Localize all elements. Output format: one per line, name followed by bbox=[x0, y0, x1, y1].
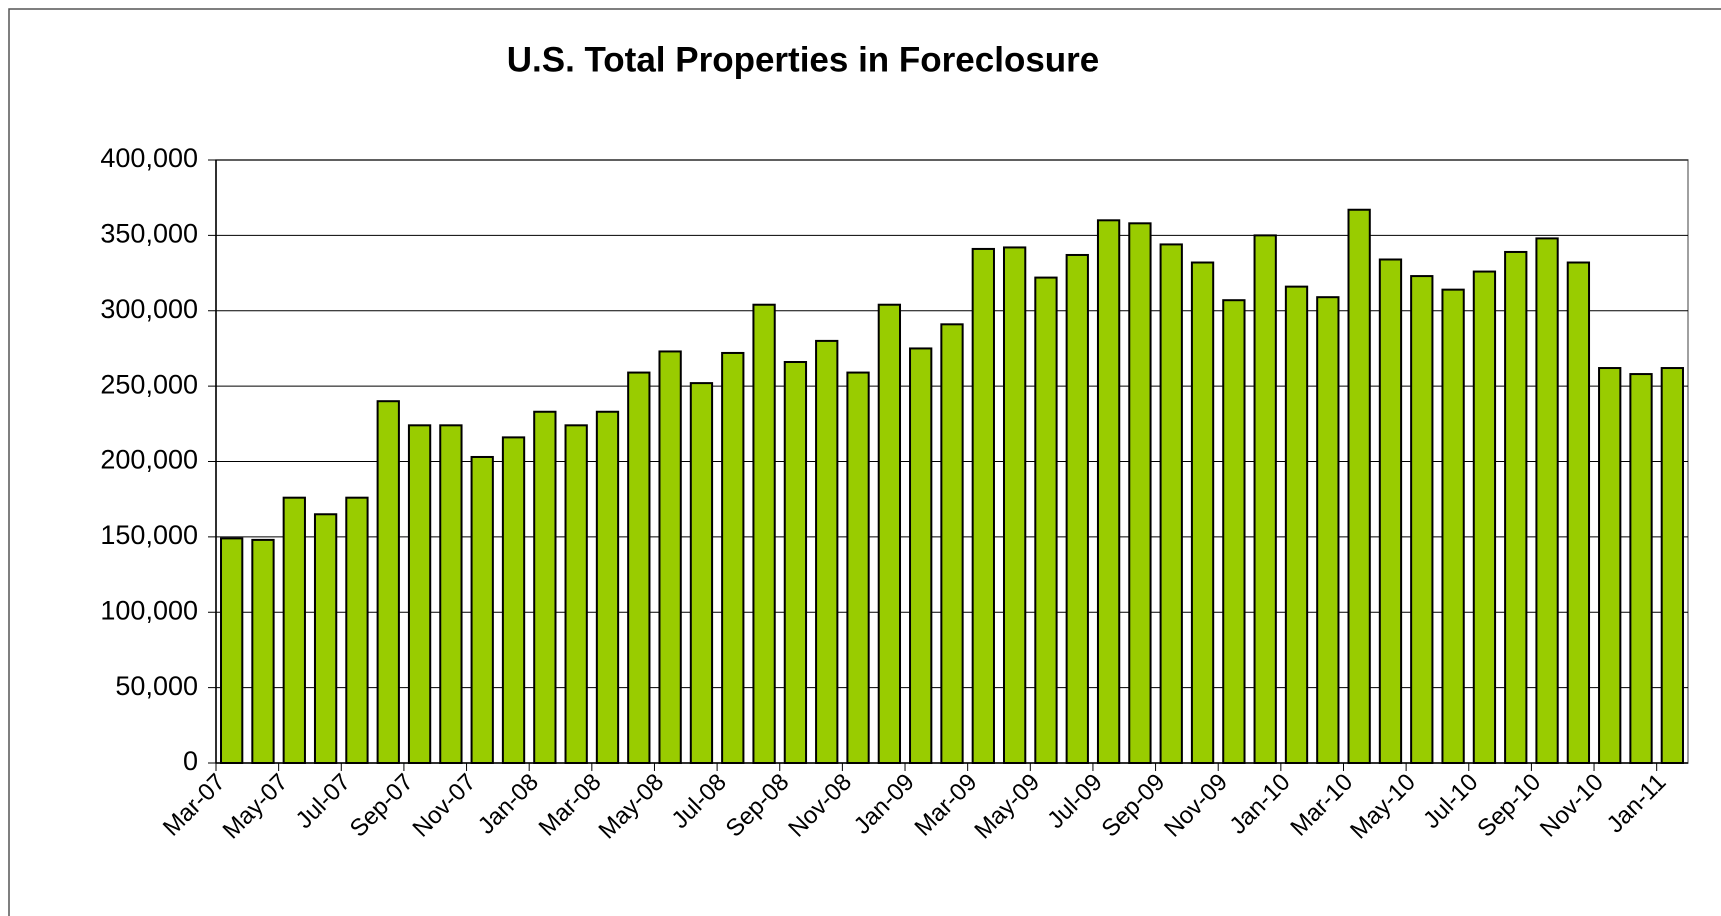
bar bbox=[470, 455, 494, 764]
bar bbox=[1472, 270, 1497, 764]
y-tick-label: 200,000 bbox=[100, 445, 198, 475]
bar bbox=[1222, 299, 1246, 764]
bar bbox=[1128, 222, 1152, 764]
bar bbox=[627, 371, 651, 764]
bar bbox=[439, 424, 463, 764]
bar bbox=[752, 303, 776, 764]
bar bbox=[1034, 276, 1058, 764]
bar bbox=[1378, 258, 1403, 764]
bar bbox=[1535, 237, 1559, 764]
bar bbox=[721, 351, 745, 764]
bar bbox=[658, 350, 682, 764]
y-tick-label: 300,000 bbox=[100, 294, 198, 324]
bar bbox=[1316, 296, 1340, 764]
bar bbox=[407, 424, 432, 764]
bar bbox=[1441, 288, 1465, 764]
y-tick-label: 400,000 bbox=[100, 143, 198, 173]
bar bbox=[376, 400, 400, 764]
bar bbox=[1598, 367, 1622, 764]
bar bbox=[564, 424, 588, 764]
bar bbox=[595, 410, 620, 764]
chart-title: U.S. Total Properties in Foreclosure bbox=[507, 40, 1100, 79]
bar bbox=[877, 303, 902, 764]
bar bbox=[1566, 261, 1591, 764]
bar bbox=[1002, 246, 1027, 764]
bar bbox=[1347, 208, 1371, 764]
bar bbox=[1190, 261, 1215, 764]
y-tick-label: 350,000 bbox=[100, 219, 198, 249]
bar bbox=[689, 382, 714, 764]
bar bbox=[282, 496, 306, 764]
y-tick-label: 250,000 bbox=[100, 369, 198, 399]
bar bbox=[501, 436, 526, 764]
bar bbox=[1253, 234, 1277, 764]
bar bbox=[533, 410, 557, 764]
bar bbox=[1629, 373, 1653, 764]
bar bbox=[1660, 367, 1684, 764]
bar bbox=[251, 538, 275, 765]
bar bbox=[783, 361, 808, 764]
bar bbox=[345, 496, 369, 764]
bar bbox=[971, 247, 995, 764]
bar bbox=[220, 537, 244, 764]
bar bbox=[815, 339, 839, 764]
bar bbox=[940, 323, 964, 764]
y-tick-label: 0 bbox=[183, 746, 198, 776]
bar bbox=[1096, 219, 1121, 765]
bar bbox=[1065, 253, 1089, 764]
bar bbox=[1504, 250, 1528, 765]
y-tick-label: 100,000 bbox=[100, 595, 198, 625]
y-tick-label: 150,000 bbox=[100, 520, 198, 550]
bar bbox=[1284, 285, 1309, 764]
y-tick-label: 50,000 bbox=[115, 671, 198, 701]
bar bbox=[909, 347, 933, 764]
bar bbox=[1410, 275, 1434, 764]
bar bbox=[313, 513, 338, 765]
bar bbox=[846, 371, 870, 764]
bar bbox=[1159, 243, 1183, 765]
